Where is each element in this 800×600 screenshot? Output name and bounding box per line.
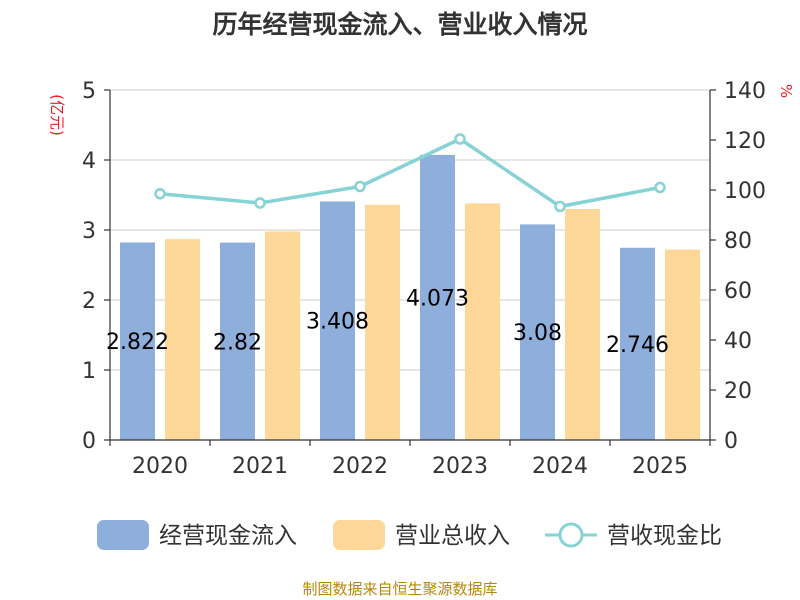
- x-tick-label-2025: 2025: [632, 454, 688, 479]
- x-tick-label-2023: 2023: [432, 454, 488, 479]
- bar-cash-inflow-2020: [120, 242, 155, 440]
- ratio-point-2023: [454, 133, 466, 145]
- x-tick-label-2021: 2021: [232, 454, 288, 479]
- axes: 0 1 2 3 4 5 0 20 40 60 80 100 120 140 2020 2021 2022 2023…: [82, 79, 766, 479]
- right-tick-label: 20: [724, 379, 752, 404]
- legend-ratio-swatch-marker: [558, 522, 584, 548]
- bar-revenue-2023: [465, 203, 500, 440]
- bar-revenue-2021: [265, 231, 300, 440]
- left-tick-label: 4: [82, 149, 96, 174]
- bar-revenue-2022: [365, 204, 400, 440]
- bar-cash-inflow-2022: [320, 201, 355, 440]
- bar-marks: [120, 154, 700, 440]
- source-note: 制图数据来自恒生聚源数据库: [302, 580, 497, 598]
- x-tick-label-2024: 2024: [532, 454, 588, 479]
- x-tick-label-2022: 2022: [332, 454, 388, 479]
- bar-revenue-2024: [565, 209, 600, 440]
- ratio-point-2022: [354, 180, 366, 193]
- left-tick-label: 1: [82, 359, 96, 384]
- ratio-point-2025: [654, 181, 666, 194]
- left-tick-label: 5: [82, 79, 96, 104]
- right-tick-label: 60: [724, 279, 752, 304]
- data-label-2022: 3.408: [306, 310, 369, 335]
- left-tick-label: 2: [82, 289, 96, 314]
- x-tick-label-2020: 2020: [132, 454, 188, 479]
- chart-title: 历年经营现金流入、营业收入情况: [212, 10, 587, 39]
- right-tick-label: 120: [724, 129, 766, 154]
- data-label-2021: 2.82: [213, 330, 262, 355]
- data-label-2024: 3.08: [513, 321, 562, 346]
- legend-cash-inflow-label: 经营现金流入: [159, 523, 297, 549]
- ratio-point-2024: [554, 200, 566, 213]
- left-tick-label: 0: [82, 429, 96, 454]
- left-tick-label: 3: [82, 219, 96, 244]
- bar-cash-inflow-2021: [220, 242, 255, 440]
- right-tick-label: 140: [724, 79, 766, 104]
- bar-cash-inflow-2025: [620, 247, 655, 440]
- left-axis-unit-label: (亿元): [48, 94, 66, 136]
- legend-revenue-label: 营业总收入: [395, 523, 510, 549]
- ratio-line-path: [159, 137, 661, 209]
- right-tick-label: 40: [724, 329, 752, 354]
- legend-revenue-swatch: [333, 520, 385, 550]
- legend: 经营现金流入 营业总收入 营收现金比: [97, 520, 722, 550]
- right-tick-label: 80: [724, 229, 752, 254]
- right-tick-label: 0: [724, 429, 738, 454]
- data-label-2020: 2.822: [106, 330, 169, 355]
- data-label-2023: 4.073: [406, 286, 469, 311]
- ratio-point-2020: [154, 188, 166, 200]
- legend-cash-inflow-swatch: [97, 520, 149, 550]
- data-labels: 2.822 2.82 3.408 4.073 3.08 2.746: [106, 286, 669, 357]
- legend-ratio-label: 营收现金比: [607, 523, 722, 549]
- bar-revenue-2020: [165, 239, 200, 440]
- bar-revenue-2025: [665, 249, 700, 440]
- data-label-2025: 2.746: [606, 333, 669, 358]
- ratio-line: [154, 133, 666, 213]
- right-axis-unit-label: %: [777, 84, 795, 98]
- bar-cash-inflow-2023: [420, 154, 455, 440]
- gridlines: [110, 89, 710, 371]
- right-tick-label: 100: [724, 179, 766, 204]
- ratio-point-2021: [254, 197, 266, 209]
- bar-cash-inflow-2024: [520, 224, 555, 440]
